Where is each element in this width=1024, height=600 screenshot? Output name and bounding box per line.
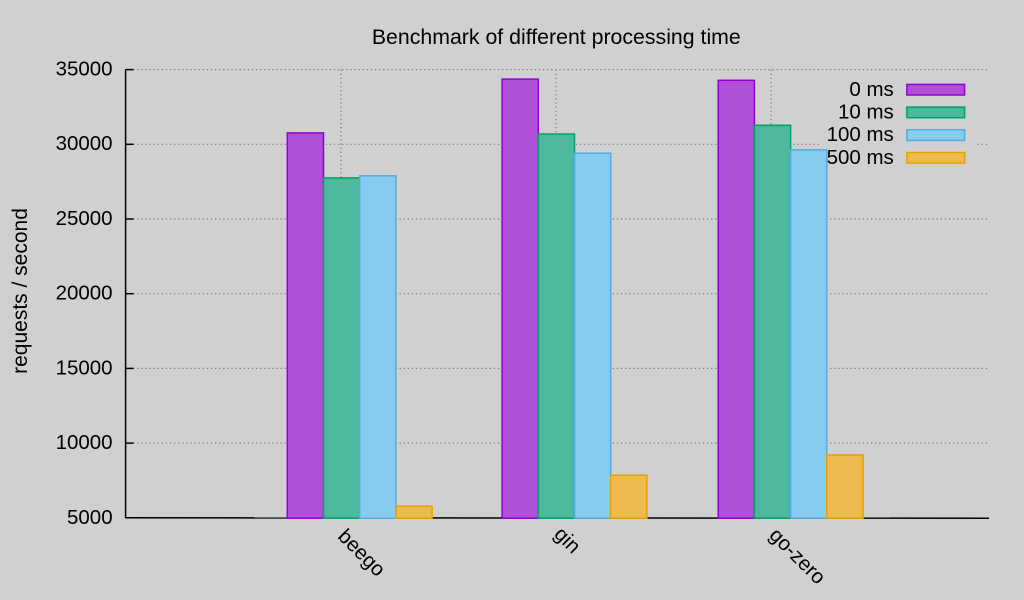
svg-text:500 ms: 500 ms	[827, 146, 894, 169]
svg-text:requests / second: requests / second	[9, 208, 32, 374]
svg-text:10 ms: 10 ms	[838, 101, 894, 124]
svg-text:30000: 30000	[56, 132, 113, 155]
svg-text:5000: 5000	[67, 506, 113, 529]
svg-text:Benchmark of different process: Benchmark of different processing time	[372, 25, 741, 49]
svg-text:100 ms: 100 ms	[827, 123, 894, 146]
svg-text:35000: 35000	[56, 58, 113, 81]
svg-text:10000: 10000	[56, 431, 113, 454]
svg-text:20000: 20000	[56, 282, 113, 305]
svg-text:0 ms: 0 ms	[849, 78, 893, 101]
svg-text:15000: 15000	[56, 356, 113, 379]
svg-text:25000: 25000	[56, 207, 113, 230]
